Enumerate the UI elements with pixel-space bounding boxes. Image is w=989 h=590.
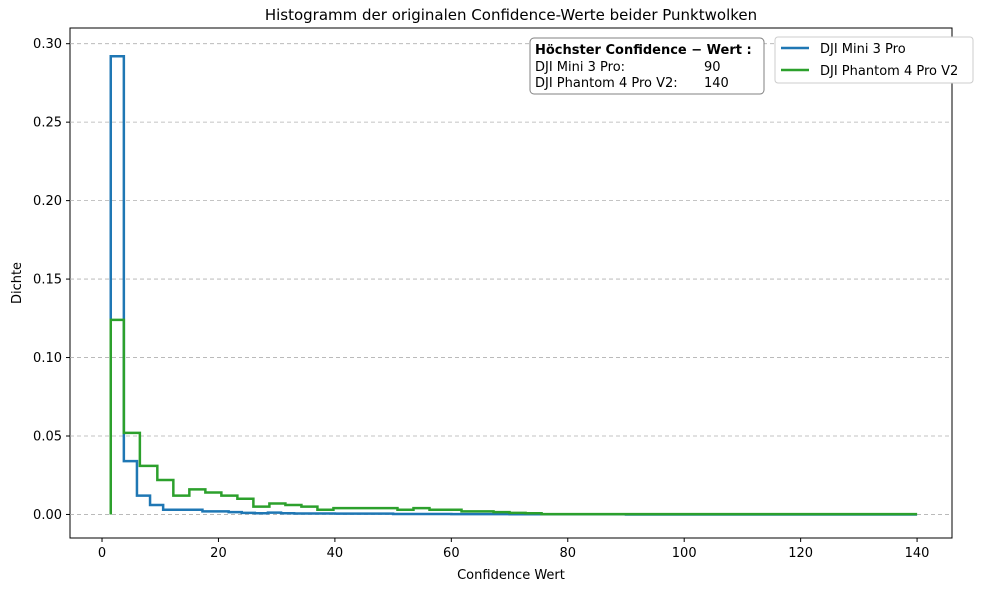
y-tick-label: 0.00 bbox=[33, 508, 62, 523]
x-tick-label: 140 bbox=[905, 546, 930, 561]
info-box-frame bbox=[529, 37, 765, 95]
y-axis-title: Dichte bbox=[10, 262, 25, 304]
x-tick-label: 0 bbox=[98, 546, 106, 561]
chart-title: Histogramm der originalen Confidence-Wer… bbox=[265, 6, 757, 24]
info-row-phantom4-label: DJI Phantom 4 Pro V2: bbox=[535, 76, 678, 91]
y-tick-label: 0.25 bbox=[33, 116, 62, 131]
x-tick-label: 100 bbox=[672, 546, 697, 561]
y-tick-label: 0.30 bbox=[33, 37, 62, 52]
series-line-mini3 bbox=[109, 54, 918, 516]
info-box-title: Höchster Confidence − Wert : bbox=[535, 43, 752, 58]
legend: DJI Mini 3 Pro DJI Phantom 4 Pro V2 bbox=[774, 36, 974, 84]
x-tick-label: 40 bbox=[327, 546, 344, 561]
y-tick-label: 0.10 bbox=[33, 351, 62, 366]
info-row-mini3-value: 90 bbox=[704, 60, 721, 75]
legend-frame bbox=[774, 36, 974, 84]
series-layer bbox=[109, 54, 918, 516]
x-tick-label: 60 bbox=[443, 546, 460, 561]
max-confidence-info-box: Höchster Confidence − Wert : DJI Mini 3 … bbox=[529, 37, 765, 95]
y-tick-label: 0.20 bbox=[33, 194, 62, 209]
y-tick-label: 0.15 bbox=[33, 273, 62, 288]
y-tick-label: 0.05 bbox=[33, 430, 62, 445]
grid-lines bbox=[70, 43, 952, 515]
legend-label-mini3: DJI Mini 3 Pro bbox=[820, 42, 906, 57]
series-line-phantom4 bbox=[109, 318, 918, 516]
info-row-phantom4-value: 140 bbox=[704, 76, 729, 91]
plot-area bbox=[69, 27, 953, 539]
axis-ticks: 0.00 0.05 0.10 0.15 0.20 0.25 0.30 0 20 40 60 80 100… bbox=[33, 37, 929, 561]
x-tick-label: 20 bbox=[210, 546, 227, 561]
x-axis-title: Confidence Wert bbox=[457, 568, 565, 583]
x-tick-label: 120 bbox=[788, 546, 813, 561]
legend-label-phantom4: DJI Phantom 4 Pro V2 bbox=[820, 64, 958, 79]
x-tick-label: 80 bbox=[559, 546, 576, 561]
info-row-mini3-label: DJI Mini 3 Pro: bbox=[535, 60, 625, 75]
